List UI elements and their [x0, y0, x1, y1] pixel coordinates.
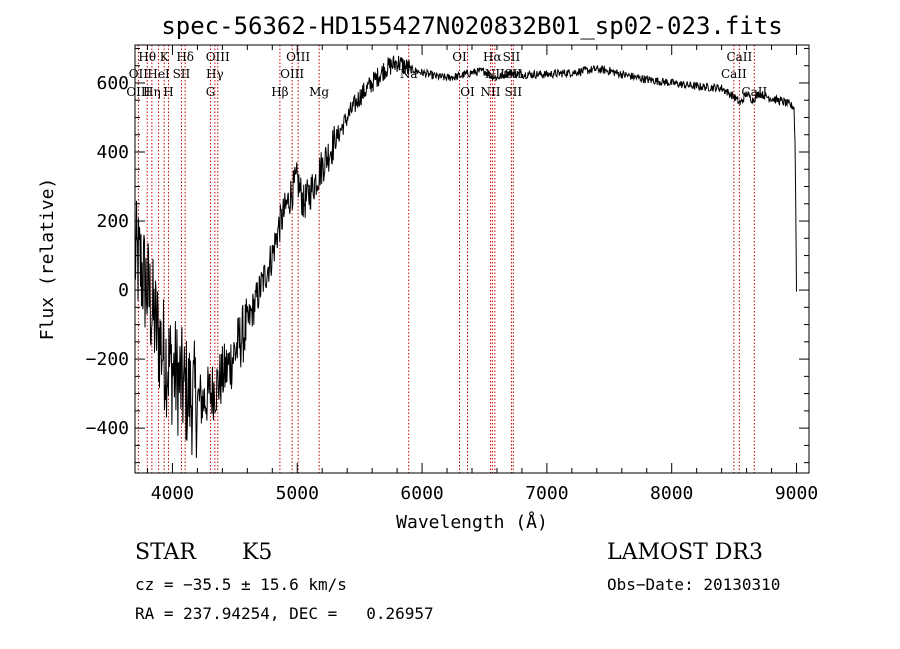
spectral-line-label: OI	[460, 85, 475, 99]
chart-title: spec-56362-HD155427N020832B01_sp02-023.f…	[161, 12, 782, 40]
x-axis-label: Wavelength (Å)	[396, 511, 548, 533]
spectral-line-label: K	[160, 50, 170, 64]
y-tick-label: 200	[96, 211, 129, 232]
spectral-line-label: HeI	[147, 67, 170, 81]
x-tick-label: 9000	[775, 483, 818, 504]
x-tick-label: 5000	[276, 483, 319, 504]
y-tick-label: 0	[118, 280, 129, 301]
spectral-line-label: OIII	[126, 85, 150, 99]
spectral-line-label: CaII	[726, 50, 752, 64]
x-tick-label: 6000	[400, 483, 443, 504]
object-class: STAR	[135, 540, 197, 565]
spectral-line-labels: Hθ OII OIII K HeI Hη H Hδ SII OIII Hγ G OIII OIII Hβ Mg…	[126, 50, 767, 99]
spectral-line-label: Hθ	[138, 50, 156, 64]
spectral-line-label: Hβ	[271, 85, 288, 99]
spectral-line-label: Hδ	[176, 50, 194, 64]
y-tick-label: 400	[96, 142, 129, 163]
spectral-line-label: OI	[452, 50, 467, 64]
y-tick-label: −200	[86, 349, 129, 370]
coords-text: RA = 237.94254, DEC = 0.26957	[135, 604, 434, 623]
spectral-line-label: NII	[480, 85, 500, 99]
spectral-line-label: SII	[504, 85, 522, 99]
redshift-text: cz = −35.5 ± 15.6 km/s	[135, 575, 347, 594]
spectral-line-label: Mg	[309, 85, 329, 99]
spectral-line-label: OII	[129, 67, 149, 81]
spectral-line-label: Hγ	[206, 67, 224, 81]
x-tick-label: 7000	[525, 483, 568, 504]
spectral-line-markers	[137, 45, 755, 473]
spectral-line-label: OIII	[280, 67, 304, 81]
y-axis-ticks: −400 −200 0 200 400 600	[86, 47, 809, 464]
spectral-line-label: SII	[503, 50, 521, 64]
object-subclass: K5	[242, 540, 272, 565]
plot-frame	[134, 44, 810, 474]
y-tick-label: −400	[86, 418, 129, 439]
x-tick-label: 4000	[151, 483, 194, 504]
obs-date-text: Obs−Date: 20130310	[607, 575, 780, 594]
spectral-line-label: Hα	[483, 50, 502, 64]
spectral-line-label: CaII	[721, 67, 747, 81]
spectral-line-label: SII	[173, 67, 191, 81]
spectral-line-label: OIII	[206, 50, 230, 64]
spectral-line-label: OIII	[286, 50, 310, 64]
spectrum-line	[134, 55, 797, 459]
y-tick-label: 600	[96, 73, 129, 94]
x-axis-ticks: 4000 5000 6000 7000 8000 9000	[146, 45, 818, 504]
spectral-line-label: G	[206, 85, 216, 99]
spectral-line-label: Hη	[143, 85, 161, 99]
x-tick-label: 8000	[650, 483, 693, 504]
y-axis-label: Flux (relative)	[37, 178, 58, 341]
survey-label: LAMOST DR3	[607, 540, 763, 565]
spectral-line-label: H	[163, 85, 173, 99]
